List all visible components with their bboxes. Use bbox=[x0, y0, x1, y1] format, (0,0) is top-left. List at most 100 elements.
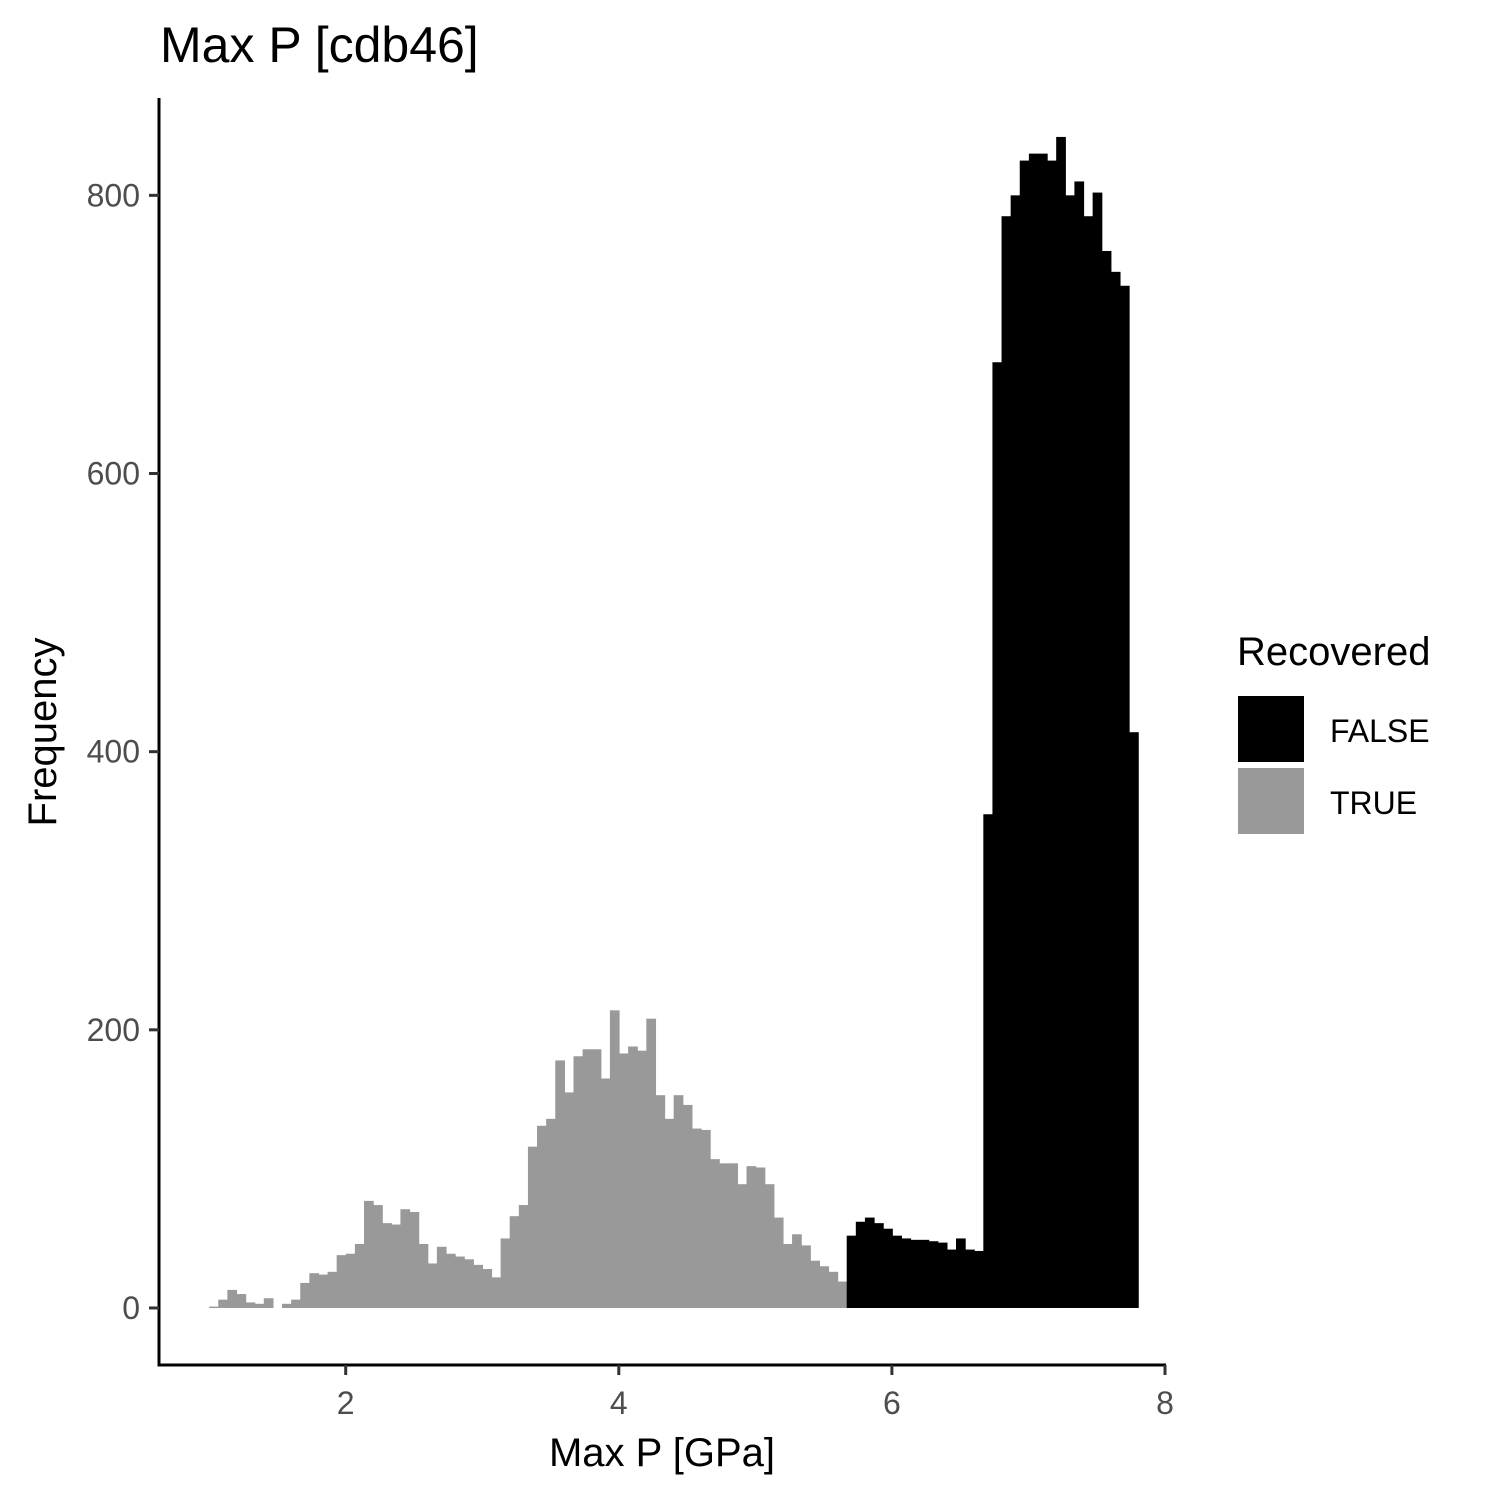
bar-true bbox=[573, 1056, 584, 1308]
y-tick-label: 400 bbox=[87, 734, 140, 770]
bar-true bbox=[537, 1125, 547, 1308]
bar-false bbox=[928, 1241, 939, 1308]
bar-true bbox=[591, 1049, 602, 1308]
bar-true bbox=[473, 1264, 483, 1308]
bar-true bbox=[746, 1166, 757, 1308]
bar-true bbox=[500, 1238, 511, 1308]
bar-true bbox=[664, 1118, 675, 1308]
bar-true bbox=[236, 1294, 247, 1308]
bar-false bbox=[883, 1228, 893, 1308]
bar-true bbox=[418, 1244, 429, 1308]
bar-false bbox=[1083, 216, 1094, 1308]
bar-true bbox=[491, 1277, 502, 1308]
bar-true bbox=[819, 1266, 830, 1308]
bar-true bbox=[209, 1306, 219, 1308]
bar-true bbox=[828, 1271, 839, 1308]
bar-true bbox=[373, 1205, 383, 1308]
x-axis-title: Max P [GPa] bbox=[549, 1431, 775, 1475]
bar-true bbox=[710, 1159, 720, 1308]
series-false-bars bbox=[846, 136, 1139, 1308]
legend-key-true bbox=[1238, 768, 1304, 834]
series-true-bars bbox=[209, 1010, 921, 1308]
y-tick-label: 0 bbox=[122, 1290, 140, 1326]
bar-true bbox=[345, 1253, 356, 1308]
legend-label-true: TRUE bbox=[1330, 785, 1417, 821]
bar-true bbox=[354, 1244, 365, 1308]
bar-false bbox=[864, 1217, 875, 1308]
bar-true bbox=[300, 1282, 310, 1308]
bar-true bbox=[782, 1244, 793, 1308]
bar-true bbox=[837, 1281, 848, 1308]
bar-true bbox=[327, 1271, 338, 1308]
bar-true bbox=[509, 1216, 520, 1308]
bar-false bbox=[937, 1242, 948, 1308]
legend-key-false bbox=[1238, 696, 1304, 762]
bar-true bbox=[218, 1299, 228, 1308]
bar-false bbox=[1019, 160, 1030, 1308]
bar-true bbox=[227, 1289, 238, 1308]
bar-true bbox=[400, 1209, 411, 1308]
y-tick-label: 600 bbox=[87, 456, 140, 492]
bar-false bbox=[1028, 153, 1039, 1308]
bar-false bbox=[1092, 192, 1103, 1308]
bar-true bbox=[263, 1298, 274, 1308]
y-tick-label: 200 bbox=[87, 1012, 140, 1048]
bar-true bbox=[810, 1260, 820, 1308]
bar-false bbox=[1065, 195, 1075, 1308]
bar-false bbox=[919, 1239, 930, 1308]
bar-true bbox=[291, 1299, 301, 1308]
x-tick-label: 6 bbox=[883, 1385, 901, 1421]
bar-true bbox=[445, 1253, 456, 1308]
y-axis-ticks: 0 200 400 600 800 bbox=[87, 177, 159, 1326]
x-tick-label: 4 bbox=[610, 1385, 628, 1421]
bar-true bbox=[464, 1259, 474, 1308]
bar-false bbox=[1119, 285, 1130, 1308]
bar-false bbox=[974, 1250, 984, 1308]
bar-true bbox=[363, 1200, 374, 1308]
bar-true bbox=[282, 1303, 292, 1308]
y-axis-title: Frequency bbox=[21, 638, 65, 827]
bar-false bbox=[910, 1239, 921, 1308]
bar-true bbox=[691, 1128, 702, 1308]
bar-false bbox=[992, 362, 1003, 1308]
bar-true bbox=[773, 1217, 784, 1308]
bar-true bbox=[719, 1163, 729, 1308]
bar-false bbox=[846, 1235, 857, 1308]
bar-true bbox=[801, 1245, 811, 1308]
bar-false bbox=[1037, 153, 1048, 1308]
bar-false bbox=[965, 1249, 975, 1308]
bar-true bbox=[637, 1050, 647, 1308]
bar-true bbox=[600, 1078, 611, 1308]
bar-false bbox=[1001, 216, 1012, 1308]
plot-area bbox=[209, 136, 1139, 1308]
bar-true bbox=[792, 1234, 802, 1308]
bar-true bbox=[436, 1246, 447, 1308]
bar-true bbox=[318, 1274, 329, 1308]
bar-false bbox=[1101, 250, 1112, 1308]
bar-true bbox=[582, 1049, 593, 1308]
bar-true bbox=[728, 1163, 739, 1308]
bar-true bbox=[527, 1146, 538, 1308]
x-axis-ticks: 2 4 6 8 bbox=[337, 1365, 1174, 1421]
bar-true bbox=[427, 1263, 438, 1308]
bar-true bbox=[628, 1046, 638, 1308]
bar-false bbox=[1056, 136, 1066, 1308]
bar-true bbox=[555, 1060, 565, 1308]
bar-true bbox=[409, 1212, 420, 1308]
bar-false bbox=[1129, 732, 1139, 1308]
bar-true bbox=[564, 1092, 575, 1308]
bar-false bbox=[901, 1238, 912, 1308]
bar-true bbox=[546, 1118, 556, 1308]
bar-false bbox=[1010, 195, 1021, 1308]
bar-true bbox=[336, 1255, 347, 1308]
bar-false bbox=[892, 1235, 902, 1308]
bar-true bbox=[391, 1224, 402, 1308]
bar-true bbox=[245, 1302, 256, 1308]
bar-false bbox=[855, 1221, 866, 1308]
bar-false bbox=[983, 814, 994, 1308]
legend: Recovered FALSE TRUE bbox=[1237, 630, 1430, 834]
bar-false bbox=[946, 1249, 957, 1308]
bar-false bbox=[1074, 181, 1085, 1308]
bar-true bbox=[737, 1184, 748, 1308]
